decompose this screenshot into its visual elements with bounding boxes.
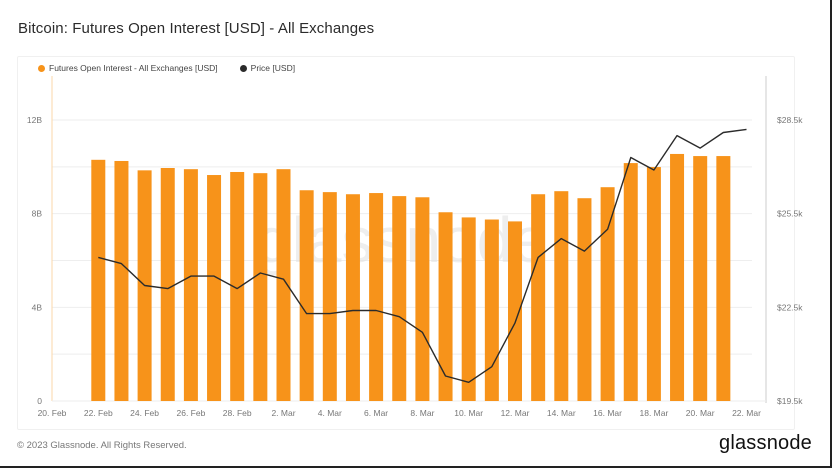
- orange-dot-icon: [38, 64, 45, 72]
- copyright-text: © 2023 Glassnode. All Rights Reserved.: [17, 440, 187, 451]
- legend-label-open-interest: Futures Open Interest - All Exchanges [U…: [49, 63, 218, 73]
- y2-tick-label: $28.5k: [777, 115, 803, 125]
- x-tick-label: 22. Mar: [732, 408, 761, 418]
- bar[interactable]: [276, 169, 291, 401]
- bar[interactable]: [299, 190, 314, 401]
- bar[interactable]: [693, 156, 708, 401]
- x-tick-label: 16. Mar: [593, 408, 622, 418]
- x-tick-label: 10. Mar: [454, 408, 483, 418]
- y2-tick-label: $22.5k: [777, 302, 803, 312]
- x-tick-label: 20. Feb: [38, 408, 67, 418]
- bar[interactable]: [183, 169, 198, 401]
- x-tick-label: 26. Feb: [176, 408, 205, 418]
- bar[interactable]: [461, 217, 476, 401]
- x-tick-label: 20. Mar: [686, 408, 715, 418]
- chart-title: Bitcoin: Futures Open Interest [USD] - A…: [18, 20, 375, 37]
- bar[interactable]: [508, 221, 522, 401]
- bar[interactable]: [600, 187, 615, 401]
- bar[interactable]: [392, 196, 407, 401]
- bar[interactable]: [670, 153, 685, 401]
- bar[interactable]: [207, 175, 222, 401]
- y-tick-label: 12B: [27, 115, 42, 125]
- bar[interactable]: [91, 159, 106, 401]
- x-tick-label: 6. Mar: [364, 408, 388, 418]
- bar[interactable]: [438, 212, 453, 401]
- glassnode-logo: glassnode: [719, 432, 812, 454]
- x-tick-label: 12. Mar: [501, 408, 530, 418]
- bar[interactable]: [160, 168, 175, 401]
- bar[interactable]: [484, 219, 499, 401]
- bar[interactable]: [230, 171, 245, 401]
- legend-item-price[interactable]: Price [USD]: [239, 63, 296, 73]
- y-tick-label: 4B: [32, 302, 43, 312]
- x-tick-label: 4. Mar: [318, 408, 342, 418]
- bar-series: [91, 153, 731, 401]
- bar[interactable]: [531, 194, 546, 401]
- bar[interactable]: [415, 197, 430, 401]
- bar[interactable]: [345, 194, 360, 401]
- x-tick-label: 8. Mar: [410, 408, 434, 418]
- x-tick-label: 18. Mar: [639, 408, 668, 418]
- bar[interactable]: [646, 167, 661, 401]
- bar[interactable]: [114, 160, 129, 401]
- y-tick-label: 8B: [32, 209, 43, 219]
- x-tick-label: 2. Mar: [271, 408, 295, 418]
- x-tick-label: 22. Feb: [84, 408, 113, 418]
- bar[interactable]: [369, 193, 384, 401]
- bar[interactable]: [554, 191, 569, 401]
- price-line[interactable]: [98, 128, 747, 383]
- legend-label-price: Price [USD]: [250, 63, 296, 73]
- x-tick-label: 24. Feb: [130, 408, 159, 418]
- chart-legend: Futures Open Interest - All Exchanges [U…: [38, 63, 295, 73]
- black-dot-icon: [239, 64, 247, 72]
- bar[interactable]: [716, 156, 731, 401]
- bar[interactable]: [577, 198, 592, 401]
- y2-tick-label: $19.5k: [777, 396, 803, 406]
- chart-card: [17, 56, 795, 430]
- y-tick-label: 0: [37, 396, 42, 406]
- bar[interactable]: [253, 173, 268, 401]
- bar[interactable]: [322, 192, 337, 401]
- bar[interactable]: [623, 163, 638, 401]
- x-tick-label: 14. Mar: [547, 408, 576, 418]
- y2-tick-label: $25.5k: [777, 209, 803, 219]
- x-tick-label: 28. Feb: [223, 408, 252, 418]
- legend-item-open-interest[interactable]: Futures Open Interest - All Exchanges [U…: [38, 63, 218, 73]
